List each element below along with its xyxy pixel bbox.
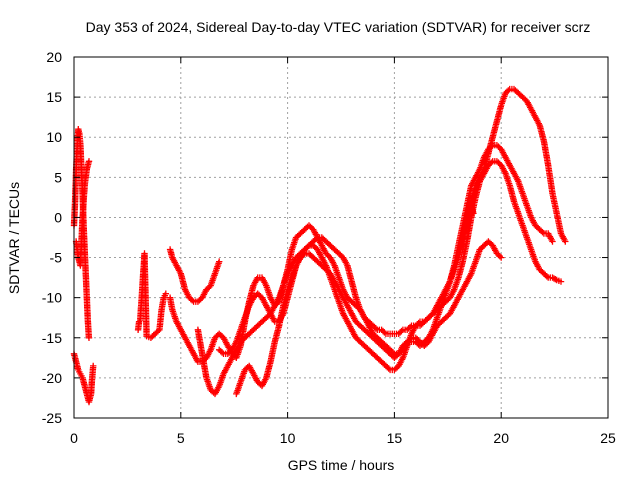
series-arc-5 (166, 246, 223, 305)
x-axis-title: GPS time / hours (288, 457, 395, 473)
series-arc-7 (194, 158, 565, 398)
y-tick-label: 5 (54, 169, 62, 185)
data-point-fill (218, 349, 226, 356)
x-tick-label: 0 (70, 430, 78, 446)
y-tick-label: -15 (42, 330, 62, 346)
data-point (498, 254, 505, 261)
x-tick-label: 10 (280, 430, 296, 446)
data-point (85, 158, 93, 165)
data-point-fill (406, 323, 414, 331)
series-arc-10 (459, 202, 477, 253)
data-point-fill (372, 325, 380, 332)
data-point (162, 290, 169, 297)
series-arc-3 (70, 350, 97, 406)
data-point (85, 334, 93, 341)
y-tick-label: -10 (42, 290, 62, 306)
data-point (216, 258, 223, 265)
y-tick-label: -25 (42, 410, 62, 426)
data-point-fill (505, 87, 512, 94)
series-arc-4 (134, 250, 169, 341)
plot-frame (73, 56, 609, 419)
data-point-fill (552, 276, 559, 283)
data-point-fill (496, 253, 503, 260)
data-points (70, 85, 569, 406)
data-point (557, 278, 565, 285)
series-arc-2 (72, 158, 93, 269)
y-tick-label: -5 (50, 250, 63, 266)
axis-ticks: 0 5 10 15 20 25 -25 -20 -15 -10 -5 0 5 10 15 20 (42, 49, 616, 446)
x-tick-label: 15 (387, 430, 403, 446)
x-tick-label: 5 (177, 430, 185, 446)
data-point-fill (543, 273, 550, 280)
data-point-fill (385, 365, 392, 372)
y-axis-title: SDTVAR / TECUs (6, 182, 22, 294)
y-tick-label: -20 (42, 370, 62, 386)
data-point-fill (402, 339, 409, 347)
y-tick-label: 15 (46, 89, 62, 105)
series-arc-9 (233, 85, 569, 398)
x-tick-label: 20 (493, 430, 509, 446)
data-point (470, 210, 477, 217)
data-point (90, 362, 97, 370)
x-tick-label: 25 (600, 430, 616, 446)
chart-title: Day 353 of 2024, Sidereal Day-to-day VTE… (86, 19, 591, 35)
data-point-fill (539, 229, 546, 236)
data-point (549, 238, 556, 245)
y-tick-label: 20 (46, 49, 62, 65)
data-point-fill (189, 297, 196, 304)
data-point-fill (398, 327, 405, 335)
data-point (562, 238, 569, 245)
data-point-fill (312, 235, 320, 242)
data-point-fill (415, 319, 422, 327)
y-tick-label: 0 (54, 209, 62, 225)
y-tick-label: 10 (46, 129, 62, 145)
